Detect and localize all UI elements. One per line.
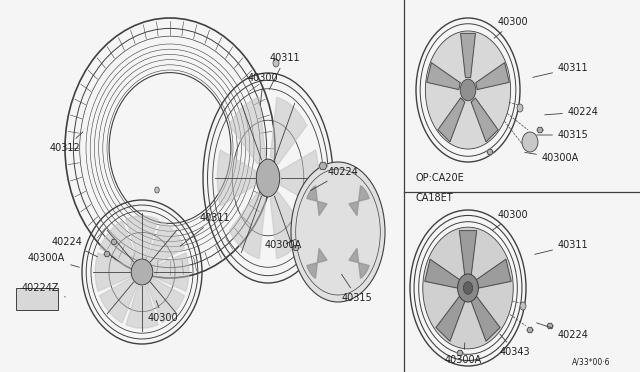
Polygon shape	[147, 278, 184, 323]
Polygon shape	[319, 163, 327, 170]
Text: OP:CA20E: OP:CA20E	[415, 173, 464, 183]
Polygon shape	[476, 62, 509, 90]
Ellipse shape	[423, 227, 513, 349]
Ellipse shape	[520, 302, 526, 310]
Ellipse shape	[517, 104, 523, 112]
Text: 40224: 40224	[545, 107, 599, 117]
Polygon shape	[471, 296, 500, 341]
Text: 40300: 40300	[492, 210, 529, 230]
Text: 40300A: 40300A	[28, 253, 79, 267]
Bar	[16, 288, 58, 310]
Text: 40300A: 40300A	[525, 153, 579, 163]
Ellipse shape	[291, 162, 385, 302]
Text: 40315: 40315	[537, 130, 589, 140]
Polygon shape	[100, 278, 137, 323]
Polygon shape	[126, 216, 158, 259]
Polygon shape	[100, 221, 137, 266]
Text: 40315: 40315	[342, 274, 372, 303]
Ellipse shape	[256, 159, 280, 197]
Polygon shape	[307, 248, 327, 278]
Text: 40224: 40224	[310, 167, 359, 190]
Text: 40300A: 40300A	[265, 239, 302, 250]
Polygon shape	[218, 150, 256, 206]
Text: 40300: 40300	[248, 73, 278, 105]
Ellipse shape	[109, 73, 231, 224]
Polygon shape	[111, 240, 117, 245]
Polygon shape	[270, 192, 307, 259]
Polygon shape	[147, 221, 184, 266]
Polygon shape	[307, 186, 327, 216]
Text: 40312: 40312	[50, 132, 83, 153]
Polygon shape	[537, 127, 543, 132]
Polygon shape	[476, 259, 511, 288]
Polygon shape	[460, 231, 477, 275]
Polygon shape	[95, 253, 131, 291]
Text: CA18ET: CA18ET	[415, 193, 452, 203]
Polygon shape	[349, 248, 369, 278]
Ellipse shape	[458, 274, 479, 302]
Polygon shape	[270, 97, 307, 164]
Text: 40311: 40311	[532, 63, 589, 77]
Ellipse shape	[460, 79, 476, 101]
Polygon shape	[126, 286, 158, 328]
Polygon shape	[461, 33, 476, 77]
Polygon shape	[293, 246, 299, 251]
Ellipse shape	[522, 132, 538, 152]
Polygon shape	[547, 323, 553, 328]
Text: 40224Z: 40224Z	[22, 283, 65, 297]
Polygon shape	[527, 327, 533, 333]
Polygon shape	[153, 253, 189, 291]
Text: 40343: 40343	[500, 334, 531, 357]
Ellipse shape	[463, 282, 472, 294]
Polygon shape	[471, 98, 498, 142]
Text: 40300: 40300	[494, 17, 529, 38]
Polygon shape	[438, 98, 465, 142]
Text: 40300: 40300	[148, 301, 179, 323]
Text: 40311: 40311	[269, 53, 301, 90]
Polygon shape	[229, 97, 266, 164]
Text: 40224: 40224	[536, 323, 589, 340]
Polygon shape	[487, 150, 493, 155]
Ellipse shape	[155, 187, 159, 193]
Text: A/33*00·6: A/33*00·6	[572, 357, 610, 366]
Polygon shape	[457, 350, 463, 356]
Ellipse shape	[426, 31, 511, 149]
Polygon shape	[104, 251, 110, 257]
Ellipse shape	[273, 59, 279, 67]
Text: 40224: 40224	[52, 237, 97, 257]
Ellipse shape	[131, 259, 153, 285]
Polygon shape	[436, 296, 465, 341]
Polygon shape	[425, 259, 460, 288]
Text: 40300A: 40300A	[445, 343, 483, 365]
Polygon shape	[229, 192, 266, 259]
Polygon shape	[280, 150, 319, 206]
Polygon shape	[349, 186, 369, 216]
Polygon shape	[427, 62, 460, 90]
Text: 40311: 40311	[180, 213, 230, 246]
Text: 40311: 40311	[534, 240, 589, 254]
